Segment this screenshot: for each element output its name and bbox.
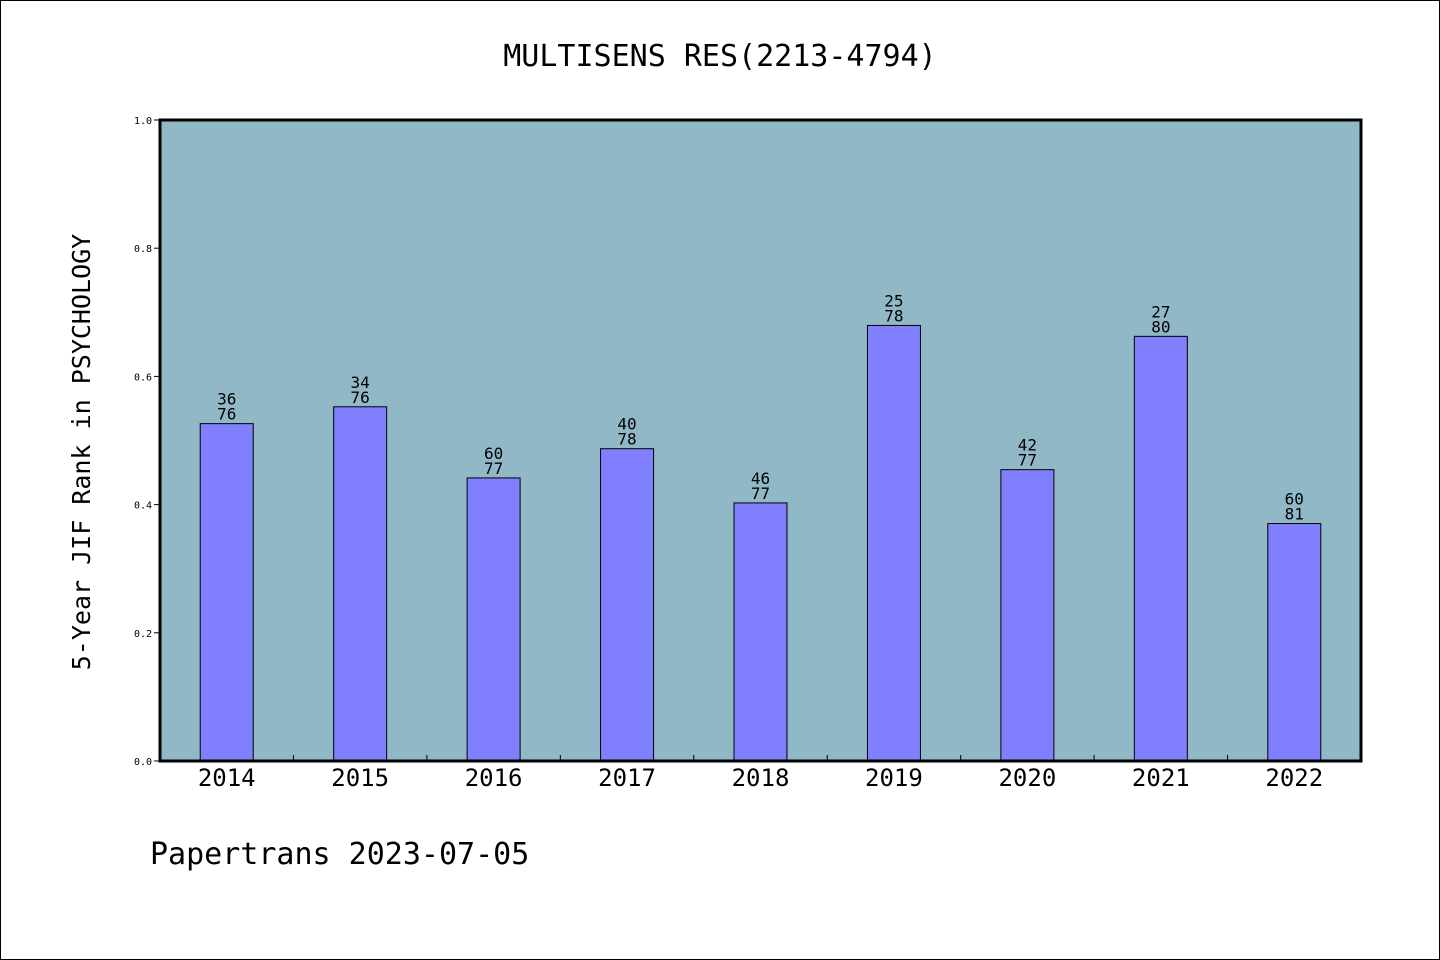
footer-text: Papertrans 2023-07-05 xyxy=(150,837,529,872)
data-label-rank: 36 xyxy=(217,390,236,409)
x-tick-label: 2014 xyxy=(198,764,256,792)
bar-2020 xyxy=(1000,469,1055,762)
y-tick-label: 0.4 xyxy=(134,501,152,512)
data-label-total: 81 xyxy=(1285,505,1304,524)
data-label-rank: 34 xyxy=(351,373,370,392)
data-label-total: 77 xyxy=(1018,451,1037,470)
bars xyxy=(199,324,1322,762)
data-label-rank: 40 xyxy=(617,415,636,434)
data-label-total: 80 xyxy=(1151,317,1170,336)
x-tick-label: 2020 xyxy=(998,764,1056,792)
data-label-rank: 46 xyxy=(751,469,770,488)
data-label-rank: 42 xyxy=(1018,436,1037,455)
data-label-total: 77 xyxy=(484,459,503,478)
data-label-total: 76 xyxy=(351,388,370,407)
y-tick-label: 0.8 xyxy=(134,244,152,255)
data-label-rank: 60 xyxy=(484,444,503,463)
y-tick-label: 0.0 xyxy=(134,757,152,768)
x-tick-label: 2015 xyxy=(331,764,389,792)
y-axis: 0.0 0.2 0.4 0.6 0.8 1.0 xyxy=(134,116,160,768)
bar-2021 xyxy=(1133,335,1188,762)
chart-title: MULTISENS RES(2213-4794) xyxy=(503,39,936,74)
x-tick-label: 2017 xyxy=(598,764,656,792)
y-tick-label: 0.2 xyxy=(134,629,152,640)
y-axis-label: 5-Year JIF Rank in PSYCHOLOGY xyxy=(67,234,96,671)
bar-2014 xyxy=(199,423,254,762)
bar-2019 xyxy=(866,324,921,762)
bar-2018 xyxy=(733,502,788,762)
x-tick-label: 2018 xyxy=(732,764,790,792)
data-label-rank: 27 xyxy=(1151,302,1170,321)
x-tick-label: 2021 xyxy=(1132,764,1190,792)
data-label-total: 78 xyxy=(617,430,636,449)
bar-2016 xyxy=(466,477,521,762)
data-label-total: 78 xyxy=(884,306,903,325)
x-tick-label: 2022 xyxy=(1265,764,1323,792)
x-tick-label: 2016 xyxy=(465,764,523,792)
data-label-rank: 25 xyxy=(884,291,903,310)
data-label-total: 76 xyxy=(217,405,236,424)
data-label-rank: 60 xyxy=(1285,490,1304,509)
data-label-total: 77 xyxy=(751,484,770,503)
x-tick-label: 2019 xyxy=(865,764,923,792)
bar-2015 xyxy=(333,406,388,762)
y-tick-label: 1.0 xyxy=(134,116,152,127)
plot-border xyxy=(158,118,1363,763)
y-tick-label: 0.6 xyxy=(134,372,152,383)
bar-2017 xyxy=(600,448,655,762)
x-axis: 2014 2015 2016 2017 2018 2019 2020 2021 2022 xyxy=(198,755,1323,792)
bar-2022 xyxy=(1267,523,1322,762)
